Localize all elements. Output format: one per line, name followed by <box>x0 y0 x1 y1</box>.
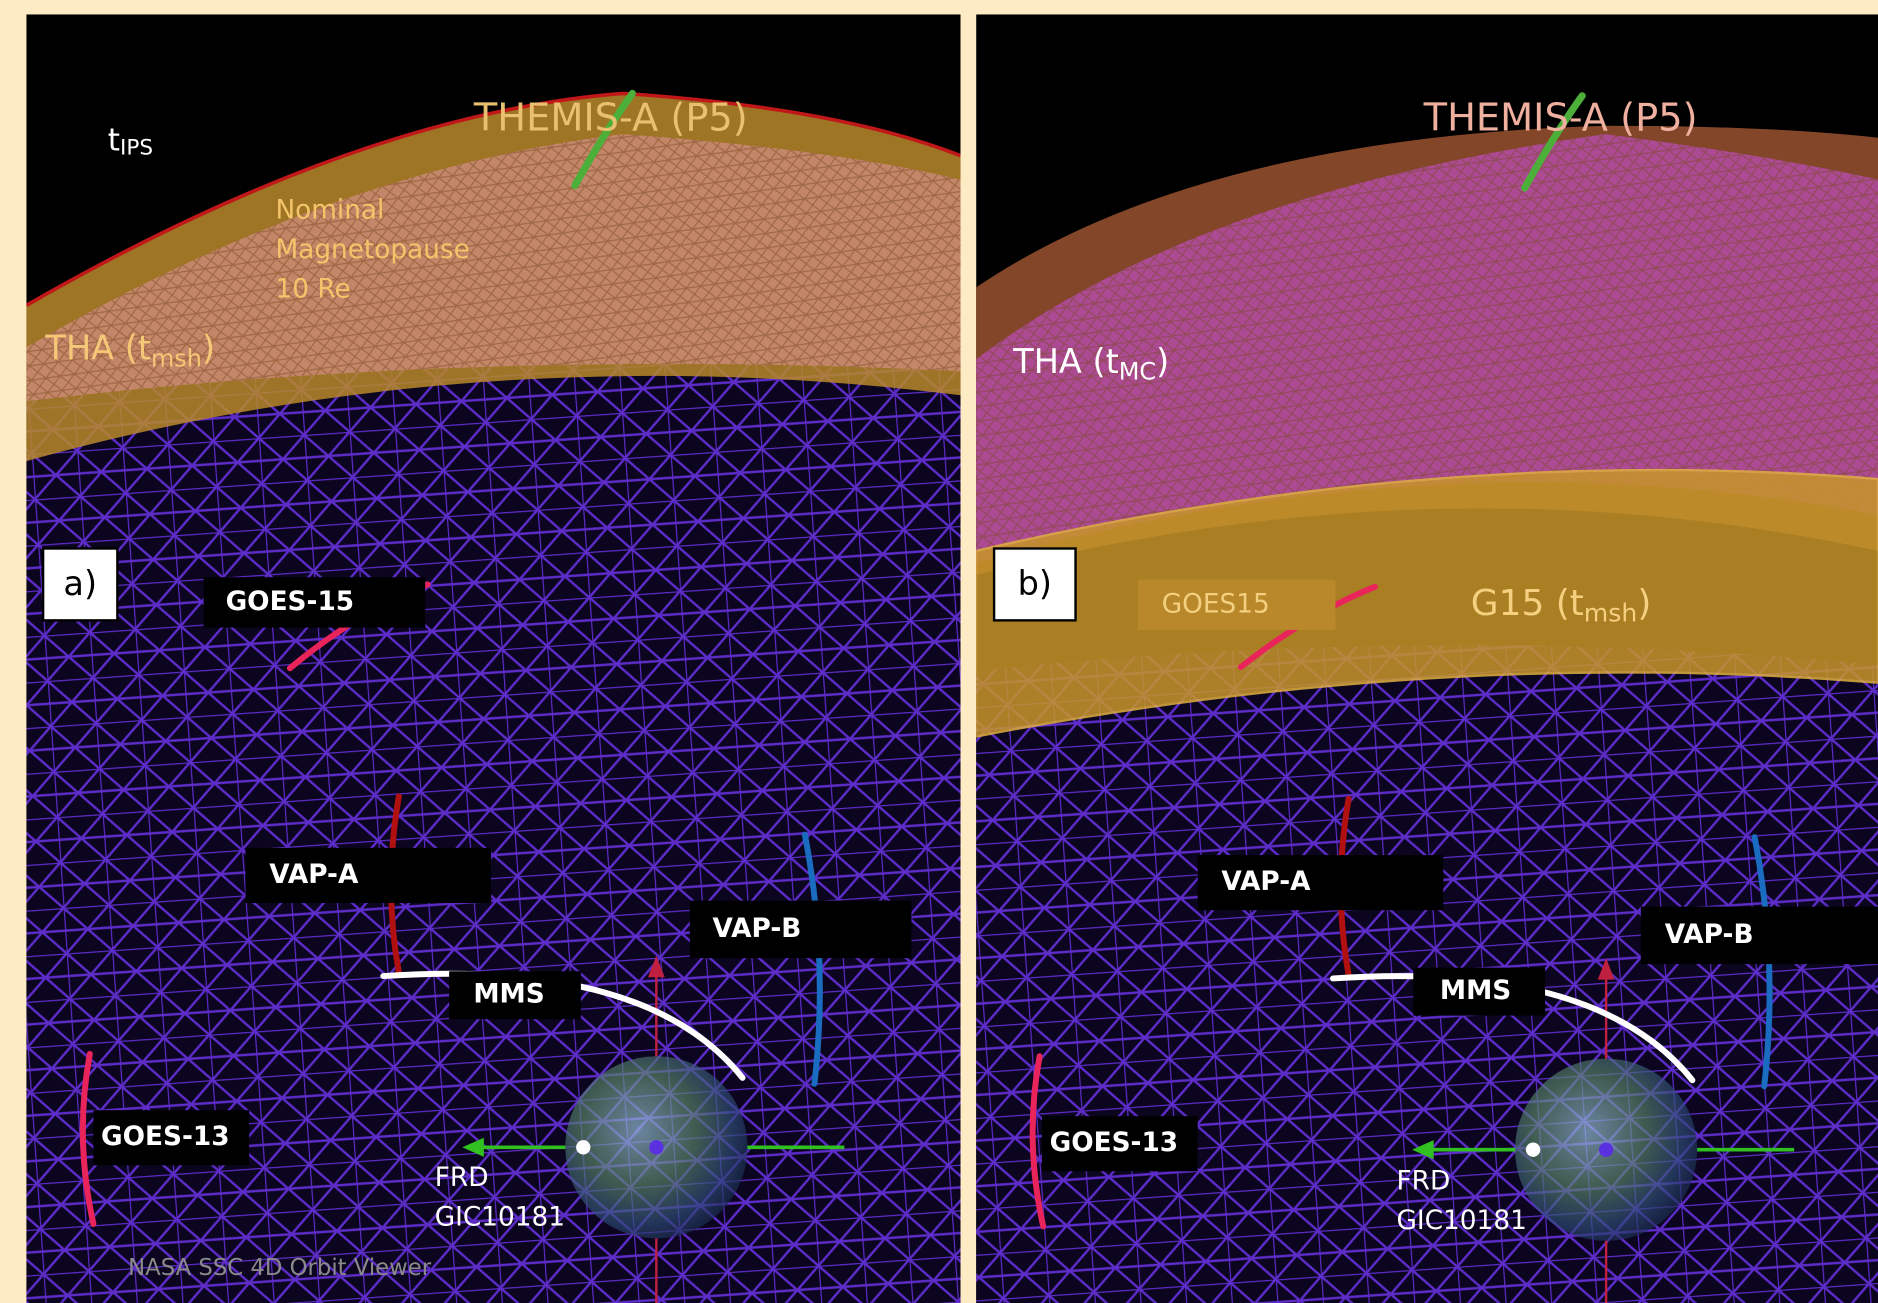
magnetopause-label: Magnetopause <box>275 235 469 265</box>
region-base: THA (t <box>1012 341 1118 380</box>
center-dot <box>649 1140 663 1154</box>
credit: NASA SSC 4D Orbit Viewer <box>128 1255 432 1281</box>
panel-label: a) <box>63 564 97 603</box>
goes13-label: GOES-13 <box>101 1122 230 1152</box>
region-sub: msh <box>151 344 202 372</box>
station-label: GIC10181 <box>435 1202 565 1232</box>
mms-label: MMS <box>473 980 544 1010</box>
page: {"panels": [ {"label": "a)", "top_label"… <box>0 0 1878 1303</box>
goes15-label: GOES15 <box>1162 589 1270 619</box>
mms-label: MMS <box>1440 976 1511 1006</box>
station-label: FRD <box>435 1163 489 1193</box>
vapa-label: VAP-A <box>269 860 359 890</box>
region-end: ) <box>1156 341 1169 380</box>
panel-label: b) <box>1018 564 1052 603</box>
region2-base: G15 (t <box>1471 583 1584 624</box>
vapb-label: VAP-B <box>1665 920 1754 950</box>
center-dot <box>1599 1143 1613 1157</box>
region-sub: MC <box>1119 357 1156 385</box>
region2-sub: msh <box>1584 598 1638 627</box>
station-label: FRD <box>1397 1167 1451 1197</box>
time-sub: IPS <box>120 136 153 161</box>
station-dot <box>576 1140 590 1154</box>
goes13-label: GOES-13 <box>1050 1128 1179 1158</box>
station-dot <box>1526 1143 1540 1157</box>
themis-label: THEMIS-A (P5) <box>1423 95 1698 140</box>
goes15-label: GOES-15 <box>226 587 355 617</box>
region2-end: ) <box>1637 583 1651 624</box>
region-base: THA (t <box>45 328 151 367</box>
panel-b: b) THEMIS-A (P5) THA (tMC) GOES15 G15 (t… <box>976 14 1878 1303</box>
panel-a: a) tIPS THEMIS-A (P5) Nominal Magnetopau… <box>26 14 960 1303</box>
magnetopause-label: Nominal <box>275 195 384 225</box>
vapb-label: VAP-B <box>713 914 802 944</box>
themis-label: THEMIS-A (P5) <box>473 95 748 140</box>
station-label: GIC10181 <box>1397 1206 1527 1236</box>
region-end: ) <box>202 328 215 367</box>
figure: a) tIPS THEMIS-A (P5) Nominal Magnetopau… <box>0 0 1878 1303</box>
vapa-label: VAP-A <box>1221 867 1311 897</box>
magnetopause-label: 10 Re <box>275 274 350 304</box>
time-base: t <box>108 122 120 158</box>
